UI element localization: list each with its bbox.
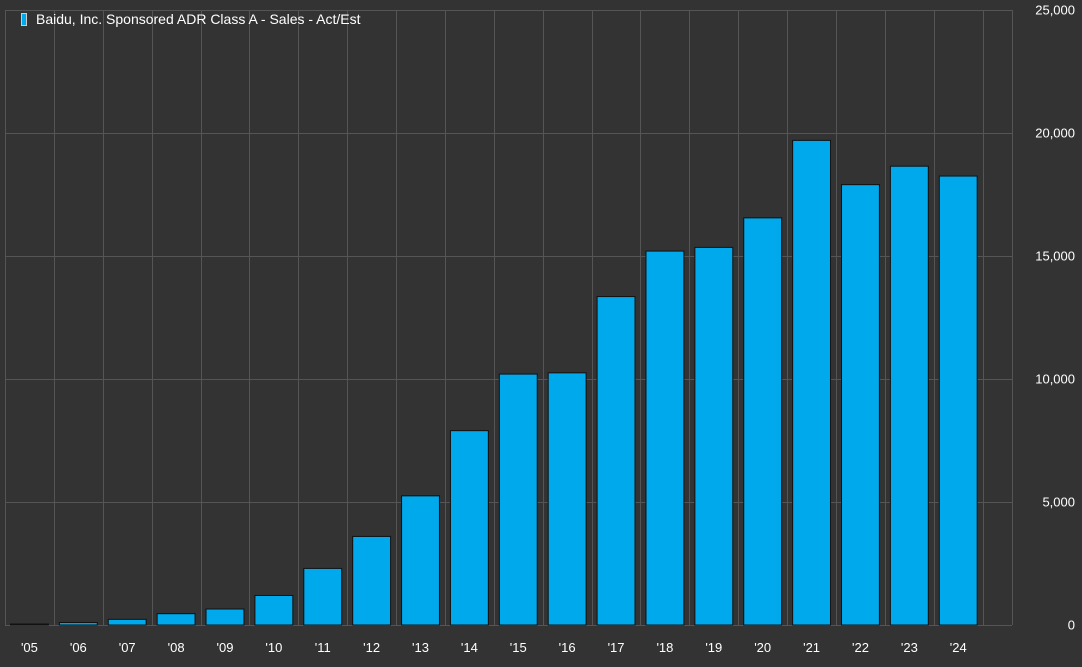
x-tick-label: '13 [412, 640, 429, 655]
y-tick-label: 0 [1068, 618, 1075, 633]
x-tick-label: '17 [608, 640, 625, 655]
bar-09 [205, 608, 245, 626]
y-axis-labels: 0 5,000 10,000 15,000 20,000 25,000 [1035, 3, 1075, 633]
legend: Baidu, Inc. Sponsored ADR Class A - Sale… [21, 11, 361, 27]
y-tick-label: 15,000 [1035, 249, 1075, 264]
x-tick-label: '20 [754, 640, 771, 655]
x-tick-label: '19 [705, 640, 722, 655]
bar-13 [401, 495, 440, 626]
x-tick-label: '06 [70, 640, 87, 655]
y-tick-label: 5,000 [1042, 495, 1075, 510]
y-tick-label: 25,000 [1035, 3, 1075, 18]
bar-18 [645, 250, 685, 626]
x-tick-label: '14 [461, 640, 478, 655]
bar-23 [889, 165, 929, 626]
x-axis-labels: '05 '06 '07 '08 '09 '10 '11 '12 '13 '14 '15 '16 '17 '… [21, 640, 967, 655]
bar-17 [596, 296, 636, 626]
bar-12 [352, 535, 392, 626]
x-tick-label: '10 [265, 640, 282, 655]
bar-19 [694, 246, 734, 626]
x-tick-label: '08 [168, 640, 185, 655]
legend-swatch [21, 12, 27, 26]
legend-label: Baidu, Inc. Sponsored ADR Class A - Sale… [36, 11, 361, 27]
x-tick-label: '07 [119, 640, 136, 655]
bar-16 [547, 372, 587, 626]
bar-10 [254, 594, 294, 626]
x-tick-label: '16 [559, 640, 576, 655]
y-tick-label: 20,000 [1035, 126, 1075, 141]
bar-21 [792, 139, 832, 626]
x-tick-label: '11 [315, 640, 331, 655]
x-tick-label: '23 [901, 640, 918, 655]
bar-layer [9, 139, 978, 626]
x-tick-label: '18 [656, 640, 673, 655]
bar-11 [303, 567, 343, 626]
bar-08 [156, 613, 196, 626]
x-tick-label: '22 [852, 640, 869, 655]
grid-layer [5, 10, 1013, 626]
bar-22 [841, 184, 880, 626]
y-tick-label: 10,000 [1035, 372, 1075, 387]
bar-24 [938, 175, 978, 626]
bar-14 [449, 430, 489, 626]
bar-05 [9, 623, 49, 626]
bar-15 [498, 373, 538, 626]
bar-07 [107, 618, 147, 626]
bar-20 [743, 217, 783, 626]
bar-06 [58, 622, 98, 626]
x-tick-label: '12 [363, 640, 380, 655]
x-tick-label: '24 [950, 640, 967, 655]
x-tick-label: '05 [21, 640, 38, 655]
x-tick-label: '21 [803, 640, 820, 655]
x-tick-label: '09 [216, 640, 233, 655]
x-tick-label: '15 [510, 640, 527, 655]
